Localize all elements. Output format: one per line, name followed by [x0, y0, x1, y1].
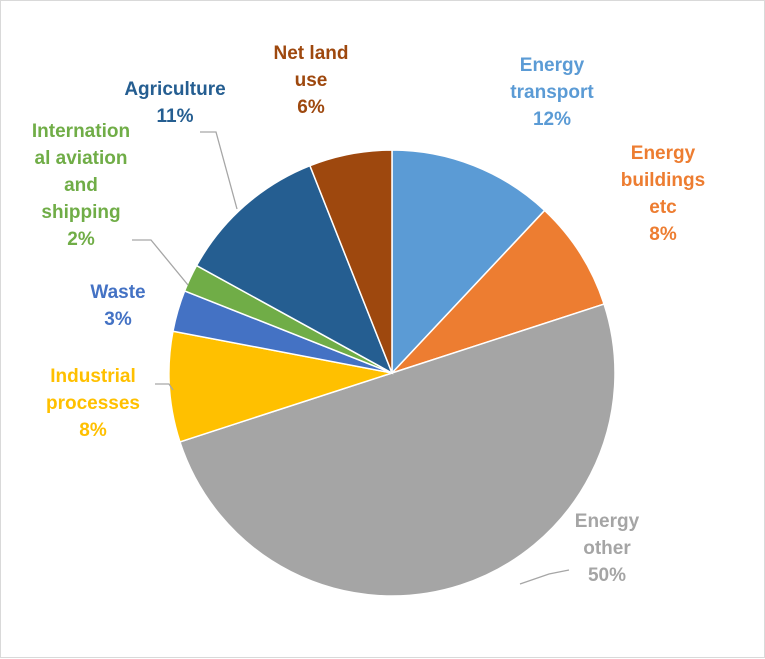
- data-label-percent: 2%: [67, 229, 95, 250]
- data-label-line: and: [64, 175, 98, 196]
- pie-slice-energy-other: [178, 303, 616, 597]
- data-label-agriculture: Agriculture 11%: [124, 79, 225, 127]
- data-label-percent: 11%: [157, 106, 194, 127]
- data-label-line: use: [295, 70, 328, 91]
- leader-line-energy-other: [519, 569, 570, 585]
- data-label-line: Waste: [90, 282, 145, 303]
- data-label-line: Energy: [520, 55, 585, 76]
- data-label-percent: 8%: [79, 420, 107, 441]
- data-label-percent: 3%: [104, 309, 132, 330]
- data-label-line: other: [583, 538, 631, 559]
- data-label-line: Internation: [32, 121, 130, 142]
- data-label-energy-buildings-etc: Energy buildings etc 8%: [621, 143, 705, 245]
- data-label-percent: 6%: [297, 97, 325, 118]
- leader-line-agriculture: [200, 131, 238, 210]
- leader-line-international-aviation-and-shipping: [132, 239, 189, 286]
- data-label-waste: Waste 3%: [90, 282, 145, 330]
- data-label-line: Energy: [631, 143, 696, 164]
- data-label-percent: 8%: [649, 224, 677, 245]
- data-label-line: Agriculture: [124, 79, 225, 100]
- data-label-energy-transport: Energy transport 12%: [510, 55, 594, 130]
- data-label-line: transport: [510, 82, 594, 103]
- data-label-net-land-use: Net land use 6%: [274, 43, 349, 118]
- pie-slice-net-land-use: [308, 149, 393, 374]
- pie-slice-energy-buildings-etc: [391, 209, 606, 374]
- pie-slice-agriculture: [195, 164, 394, 375]
- data-label-line: etc: [649, 197, 677, 218]
- data-label-international-aviation-and-shipping: Internation al aviation and shipping 2%: [32, 121, 130, 250]
- data-label-energy-other: Energy other 50%: [575, 511, 640, 586]
- pie-slices: [168, 149, 616, 597]
- data-label-industrial-processes: Industrial processes 8%: [46, 366, 140, 441]
- pie-slice-industrial-processes: [168, 330, 393, 443]
- data-labels: Energy transport 12%Energy buildings etc 8%En…: [32, 43, 705, 586]
- data-label-line: al aviation: [35, 148, 128, 169]
- leader-lines: [132, 131, 570, 585]
- leader-line-industrial-processes: [155, 383, 174, 391]
- data-label-percent: 12%: [533, 109, 571, 130]
- data-label-percent: 50%: [588, 565, 626, 586]
- data-label-line: Net land: [274, 43, 349, 64]
- data-label-line: buildings: [621, 170, 705, 191]
- data-label-line: Industrial: [50, 366, 136, 387]
- pie-slice-energy-transport: [391, 149, 546, 375]
- data-label-line: processes: [46, 393, 140, 414]
- data-label-line: Energy: [575, 511, 640, 532]
- data-label-line: shipping: [41, 202, 120, 223]
